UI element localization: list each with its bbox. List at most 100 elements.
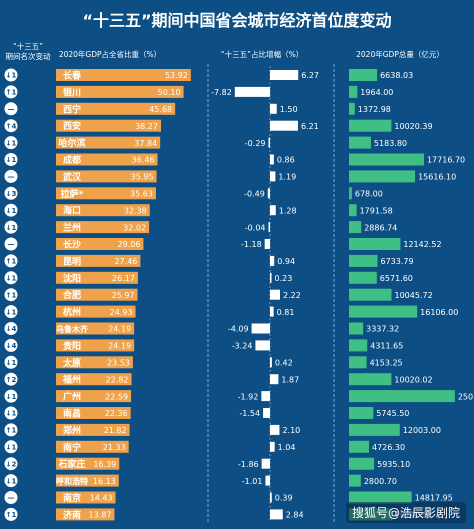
city-label: 沈阳	[63, 272, 81, 284]
gdp-value: 6638.03	[380, 71, 413, 80]
change-bar	[270, 492, 272, 503]
rank-badge	[4, 220, 18, 234]
share-bar	[88, 69, 191, 81]
share-bar	[88, 322, 135, 335]
rank-badge	[4, 288, 18, 302]
change-bar	[261, 458, 270, 469]
city-label-bg	[56, 187, 88, 200]
city-label-bg	[56, 322, 88, 335]
change-value: -1.54	[239, 409, 260, 418]
rank-change: —	[8, 241, 15, 249]
share-bar	[88, 356, 133, 369]
city-label-bg	[56, 491, 88, 504]
share-value: 26.17	[112, 274, 135, 283]
city-label: 呼和浩特	[56, 476, 88, 486]
city-label: 哈尔滨	[58, 137, 85, 149]
share-value: 36.46	[132, 156, 155, 165]
change-value: -0.04	[245, 223, 266, 232]
share-value: 27.46	[114, 257, 137, 266]
change-bar	[268, 137, 270, 148]
rank-change: ↓1	[6, 72, 17, 80]
change-bar	[270, 306, 274, 317]
rank-change: ↓2	[6, 460, 17, 468]
change-value: 0.94	[277, 257, 295, 266]
change-value: -1.01	[242, 477, 263, 486]
share-value: 24.93	[110, 308, 133, 317]
city-label-bg	[56, 254, 88, 267]
gdp-bar	[349, 322, 364, 335]
rank-badge	[4, 119, 18, 133]
share-value: 21.82	[104, 426, 127, 435]
change-value: -0.49	[244, 190, 265, 199]
share-bar	[88, 407, 131, 419]
change-value: 0.86	[277, 156, 295, 165]
chart-title: “十三五”期间中国省会城市经济首位度变动	[82, 11, 391, 30]
city-label-bg	[56, 423, 88, 436]
share-value: 32.02	[123, 223, 146, 232]
change-value: 1.28	[279, 206, 297, 215]
rank-change: ↓1	[6, 207, 17, 215]
share-bar	[88, 254, 141, 267]
share-value: 22.36	[105, 409, 128, 418]
change-bar	[264, 239, 270, 249]
share-value: 29.06	[118, 240, 141, 249]
share-value: 24.19	[108, 342, 131, 351]
share-value: 22.82	[106, 375, 129, 384]
rank-change: ↓3	[6, 190, 17, 198]
rank-change: ↑2	[6, 376, 17, 384]
city-label-bg	[56, 102, 88, 115]
change-value: 1.19	[278, 173, 296, 182]
city-label-bg	[56, 373, 88, 386]
rank-change: ↓1	[6, 308, 17, 316]
city-label: 南宁	[63, 441, 81, 453]
gdp-bar	[349, 390, 455, 403]
share-bar	[88, 423, 130, 436]
rank-change: —	[8, 494, 15, 502]
change-value: 1.50	[280, 105, 298, 114]
share-value: 50.10	[158, 88, 181, 97]
city-label-bg	[56, 390, 88, 403]
rank-header-line1: “十三五”	[13, 41, 43, 51]
gdp-value: 25019.11	[458, 392, 474, 401]
city-label: 武汉	[63, 171, 82, 183]
gdp-value: 678.00	[355, 190, 383, 199]
city-label: 乌鲁木齐	[56, 324, 89, 334]
rank-badge	[4, 203, 18, 217]
gdp-value: 6571.60	[380, 274, 413, 283]
city-label: 西安	[63, 120, 81, 132]
share-bar	[88, 508, 115, 521]
change-bar	[270, 171, 276, 182]
gdp-value: 3337.32	[366, 325, 399, 334]
share-bar	[88, 136, 161, 149]
gdp-value: 10045.72	[395, 291, 433, 300]
city-label-bg	[56, 288, 88, 301]
share-bar	[88, 339, 135, 352]
change-bar	[270, 509, 283, 520]
share-value: 45.68	[149, 105, 172, 114]
city-label: 太原	[62, 357, 81, 369]
city-label-bg	[56, 170, 88, 183]
city-label: 南昌	[63, 408, 81, 420]
share-bar	[88, 305, 136, 318]
gdp-bar	[349, 474, 361, 487]
city-label-bg	[56, 119, 88, 132]
share-value: 22.59	[105, 392, 128, 401]
gdp-bar	[349, 457, 375, 470]
city-label: 兰州	[63, 222, 81, 234]
share-bar	[88, 457, 120, 470]
change-value: 2.10	[282, 426, 300, 435]
rank-change: ↑1	[6, 511, 17, 519]
panel-share-title: 2020年GDP占全省比重（%）	[59, 49, 161, 59]
change-bar	[270, 120, 298, 131]
city-label-bg	[56, 508, 88, 521]
gdp-bar	[349, 221, 362, 234]
city-label: 海口	[63, 205, 81, 217]
change-value: 6.27	[301, 71, 319, 80]
gdp-value: 12003.00	[403, 426, 441, 435]
rank-change: ↓1	[6, 477, 17, 485]
change-bar	[270, 289, 280, 300]
gdp-value: 1791.58	[360, 206, 393, 215]
rank-badge	[4, 305, 18, 319]
rank-badge	[4, 406, 18, 420]
gdp-bar	[349, 356, 367, 369]
